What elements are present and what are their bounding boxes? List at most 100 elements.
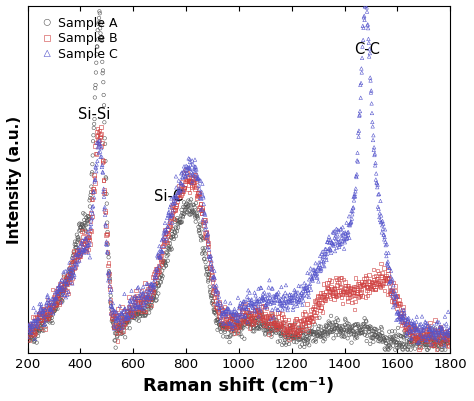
Sample C	[345, 222, 353, 229]
Sample A	[219, 324, 226, 331]
Sample C	[394, 316, 401, 323]
Sample B	[443, 336, 451, 342]
Sample A	[60, 284, 67, 291]
Sample C	[270, 314, 277, 321]
Sample B	[259, 317, 267, 323]
Sample A	[392, 333, 400, 339]
Sample A	[441, 338, 449, 345]
Sample A	[425, 345, 433, 351]
Sample B	[370, 267, 377, 273]
Sample A	[142, 312, 149, 318]
Sample A	[136, 314, 144, 320]
Sample B	[138, 288, 146, 294]
Sample B	[426, 336, 433, 342]
Sample B	[271, 314, 278, 320]
Sample B	[130, 296, 137, 302]
Sample C	[118, 311, 126, 317]
Sample C	[80, 250, 88, 256]
Sample A	[195, 228, 203, 235]
Sample B	[164, 226, 172, 233]
Sample B	[283, 326, 291, 332]
Sample C	[164, 224, 172, 231]
Sample A	[177, 213, 185, 219]
Sample C	[311, 270, 319, 277]
Sample A	[446, 330, 453, 337]
Sample A	[83, 219, 91, 225]
Sample A	[153, 297, 160, 304]
Sample B	[351, 298, 359, 305]
Sample A	[275, 326, 283, 332]
Sample A	[79, 227, 86, 233]
Sample B	[164, 239, 171, 246]
Sample A	[239, 317, 246, 323]
Sample C	[417, 332, 424, 338]
Sample B	[354, 287, 361, 293]
Sample A	[431, 326, 439, 332]
Sample A	[109, 319, 117, 326]
Sample C	[210, 268, 218, 274]
Sample A	[373, 329, 380, 336]
Sample B	[47, 300, 55, 307]
Sample A	[89, 153, 97, 159]
Sample A	[229, 325, 237, 332]
Sample B	[97, 134, 104, 140]
Sample B	[355, 279, 362, 286]
Sample C	[67, 275, 75, 282]
Sample C	[203, 235, 210, 241]
Sample B	[142, 294, 150, 301]
Sample C	[255, 286, 262, 292]
Sample B	[114, 306, 121, 312]
Sample C	[67, 266, 74, 272]
Sample B	[356, 286, 363, 292]
Sample B	[401, 319, 408, 326]
Sample C	[69, 269, 77, 276]
Sample B	[237, 320, 244, 327]
Sample A	[399, 342, 406, 348]
Sample A	[85, 213, 92, 220]
Sample A	[217, 324, 224, 331]
Sample C	[319, 263, 327, 269]
Sample B	[223, 310, 231, 317]
Sample B	[52, 297, 59, 304]
Sample C	[381, 227, 389, 233]
Sample B	[214, 309, 222, 315]
Sample A	[34, 333, 42, 339]
Sample C	[445, 333, 453, 339]
Sample A	[331, 319, 339, 326]
Sample B	[304, 328, 311, 334]
Sample C	[247, 297, 255, 304]
Sample A	[198, 227, 205, 233]
Sample A	[111, 337, 119, 344]
Sample B	[360, 282, 367, 288]
Sample B	[377, 261, 385, 267]
Sample C	[79, 238, 86, 244]
Sample A	[330, 335, 337, 342]
Sample B	[393, 293, 401, 300]
Sample A	[133, 306, 141, 312]
Sample B	[371, 279, 378, 286]
Sample A	[155, 283, 163, 289]
Sample C	[128, 312, 135, 318]
Sample C	[305, 290, 312, 296]
Sample A	[293, 339, 301, 346]
Sample C	[382, 239, 389, 245]
Sample A	[217, 322, 225, 328]
Sample A	[322, 324, 330, 330]
Sample C	[322, 246, 329, 253]
Sample C	[89, 211, 97, 217]
Sample B	[217, 321, 224, 327]
Sample B	[97, 125, 105, 131]
Sample B	[313, 297, 321, 304]
Sample C	[60, 269, 67, 276]
Sample B	[190, 183, 198, 190]
Sample C	[298, 290, 305, 296]
Sample B	[154, 269, 161, 275]
Sample B	[150, 288, 157, 294]
Sample C	[344, 232, 352, 238]
Sample C	[180, 182, 187, 189]
Sample B	[334, 288, 341, 294]
Sample C	[202, 219, 210, 225]
Sample A	[351, 335, 359, 342]
Sample C	[308, 273, 315, 280]
Sample B	[174, 192, 182, 199]
